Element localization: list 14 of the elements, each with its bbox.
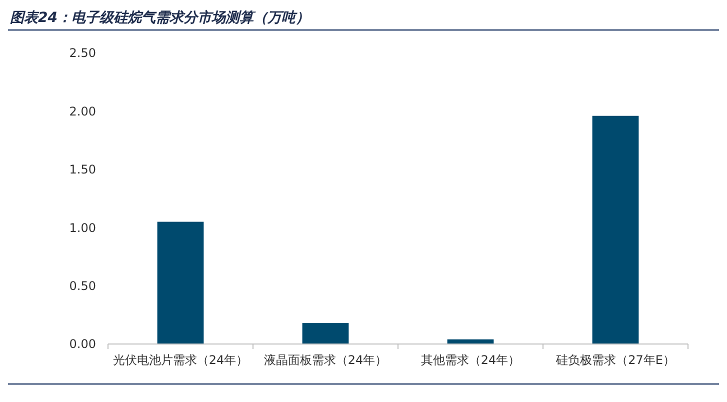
bar xyxy=(592,116,639,344)
x-tick-label: 其他需求（24年） xyxy=(420,353,520,367)
y-tick-label: 0.00 xyxy=(69,337,96,352)
y-tick-label: 1.50 xyxy=(69,162,96,177)
x-tick-label: 硅负极需求（27年E） xyxy=(555,353,675,367)
y-tick-label: 1.00 xyxy=(69,220,96,235)
y-tick-label: 2.00 xyxy=(69,104,96,118)
x-tick-label: 光伏电池片需求（24年） xyxy=(112,353,248,367)
y-tick-label: 2.50 xyxy=(69,46,96,60)
bar xyxy=(157,222,204,344)
y-tick-label: 0.50 xyxy=(69,279,96,293)
x-tick-label: 液晶面板需求（24年） xyxy=(264,353,388,367)
bar xyxy=(302,323,349,344)
chart-title: 图表24：电子级硅烷气需求分市场测算（万吨） xyxy=(10,9,310,26)
